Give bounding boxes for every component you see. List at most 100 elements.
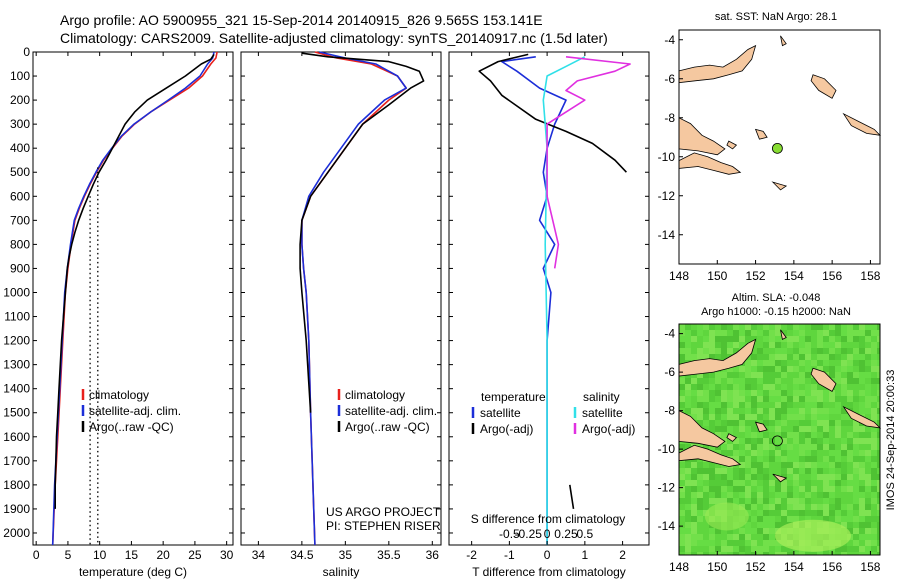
sla-map-cell [757, 510, 763, 516]
sla-map-cell [859, 528, 865, 534]
temperature-x-tick-label: 15 [125, 548, 139, 562]
sla-map-cell [697, 546, 703, 552]
difference-legend-label: Argo(-adj) [582, 422, 635, 436]
sla-map-cell [811, 462, 817, 468]
sla-map-cell [787, 354, 793, 360]
sla-map-cell [835, 342, 841, 348]
salinity-x-tick-label: 34 [252, 548, 266, 562]
sla-map-cell [781, 402, 787, 408]
sla-map-cell [739, 546, 745, 552]
sla-map-cell [775, 330, 781, 336]
sla-map-cell [703, 354, 709, 360]
sla-map-cell [697, 540, 703, 546]
sla-map-cell [697, 330, 703, 336]
sla-map-cell [751, 456, 757, 462]
sla-map-cell [745, 450, 751, 456]
sla-map-cell [829, 438, 835, 444]
sla-map-cell [799, 492, 805, 498]
sla-map-cell [817, 498, 823, 504]
difference-axis-label: T difference from climatology [472, 565, 626, 579]
sla-map-cell [727, 402, 733, 408]
sla-map-cell [847, 450, 853, 456]
sla-map-cell [697, 510, 703, 516]
sla-map-cell [865, 366, 871, 372]
sla-map-cell [721, 396, 727, 402]
sla-map-cell [769, 426, 775, 432]
sla-map-cell [781, 498, 787, 504]
sla-map-cell [847, 402, 853, 408]
sla-map-cell [757, 480, 763, 486]
sla-map-cell [823, 348, 829, 354]
sla-map-cell [859, 408, 865, 414]
sla-map-cell [745, 378, 751, 384]
sla-map-cell [877, 414, 880, 420]
sla-map-cell [799, 462, 805, 468]
sla-map-cell [757, 372, 763, 378]
sla-map-cell [865, 402, 871, 408]
sla-map-cell [679, 378, 685, 384]
sla-map-cell [841, 408, 847, 414]
sla-map-cell [859, 426, 865, 432]
sla-map-cell [805, 432, 811, 438]
sla-map-cell [871, 414, 877, 420]
sla-map-cell [853, 498, 859, 504]
sla-map-cell [721, 426, 727, 432]
sla-map-cell [751, 534, 757, 540]
sla-map-cell [859, 498, 865, 504]
sla-map-cell [733, 456, 739, 462]
sla-map-cell [739, 324, 745, 330]
sla-map-cell [679, 540, 685, 546]
sla-map-cell [871, 480, 877, 486]
sla-map-cell [697, 468, 703, 474]
sla-map-cell [769, 366, 775, 372]
sla-map-cell [715, 474, 721, 480]
sla-map-cell [847, 354, 853, 360]
sla-map-cell [817, 336, 823, 342]
sla-map-cell [781, 420, 787, 426]
sla-map-cell [871, 528, 877, 534]
sla-map-cell [853, 444, 859, 450]
sla-map-cell [835, 396, 841, 402]
sla-map-cell [811, 456, 817, 462]
sla-map-cell [691, 486, 697, 492]
sla-map-cell [745, 498, 751, 504]
sla-map-cell [685, 504, 691, 510]
sla-map-land [754, 421, 768, 433]
sla-map-cell [763, 546, 769, 552]
sla-map-cell [829, 474, 835, 480]
sla-map-cell [703, 372, 709, 378]
sla-map-cell [697, 354, 703, 360]
sla-map-cell [841, 444, 847, 450]
sla-map-cell [865, 516, 871, 522]
sla-map-x-tick-label: 148 [669, 560, 689, 574]
sla-map-cell [835, 450, 841, 456]
sla-map-cell [781, 354, 787, 360]
sla-map-cell [691, 354, 697, 360]
sla-map-cell [715, 420, 721, 426]
sla-map-cell [685, 522, 691, 528]
depth-tick-label: 200 [10, 93, 30, 107]
sla-map-cell [853, 348, 859, 354]
sla-map-cell [727, 426, 733, 432]
sla-map-cell [697, 528, 703, 534]
sla-map-cell [865, 414, 871, 420]
sst-map-y-tick-label: -12 [658, 189, 676, 203]
sla-map-cell [841, 522, 847, 528]
sla-map-cell [751, 552, 757, 555]
sla-map-cell [811, 474, 817, 480]
side-timestamp-label: IMOS 24-Sep-2014 20:00:33 [885, 370, 897, 511]
sla-map-cell [745, 462, 751, 468]
sla-map-cell [811, 402, 817, 408]
sla-map-cell [859, 546, 865, 552]
sla-map-cell [691, 372, 697, 378]
sla-map-cell [739, 534, 745, 540]
sla-map-cell [775, 486, 781, 492]
sla-map-cell [817, 414, 823, 420]
sla-map-cell [847, 348, 853, 354]
sla-map-cell [739, 342, 745, 348]
sla-map-cell [859, 378, 865, 384]
sla-map-cell [763, 480, 769, 486]
sla-map-cell [703, 546, 709, 552]
sla-map-cell [727, 330, 733, 336]
sla-map-cell [841, 354, 847, 360]
